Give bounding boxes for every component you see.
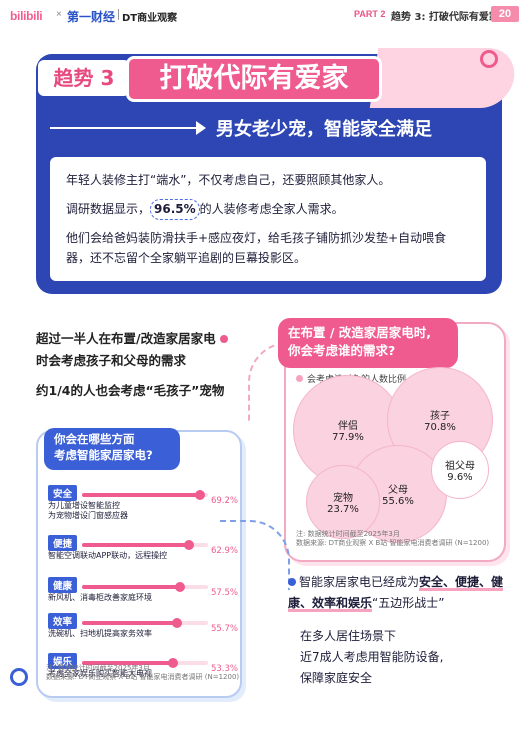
bar-knob — [194, 490, 205, 500]
part-title: 趋势 3: 打破代际有爱家 — [391, 12, 499, 23]
callout-line: 近7成人考虑用智能防设备, — [300, 650, 444, 664]
page-subtitle: 男女老少宠，智能家全满足 — [216, 119, 432, 140]
page-title: 打破代际有爱家 — [126, 56, 382, 102]
top-bar: bilibili × 第一财经 DT商业观察 PART 2 趋势 3: 打破代际… — [0, 0, 531, 30]
bar-category: 安全 — [48, 485, 78, 501]
bubble-3: 宠物 23.7% — [306, 465, 380, 539]
bar-category: 便捷 — [48, 535, 78, 551]
bar-knob — [183, 540, 194, 550]
chart-title-line: 你会考虑谁的需求? — [288, 342, 396, 358]
bilibili-logo: bilibili — [10, 9, 43, 23]
callout-text: “五边形战士” — [372, 596, 445, 610]
chart-title-line: 考虑智能家居家电? — [54, 447, 153, 462]
callout-line-1: 超过一半人在布置/改造家居家电 — [36, 328, 228, 350]
source-line: 数据来源: DT商业观察 X B站 智能家电消费者调研 (N=1200) — [296, 539, 490, 548]
intro-text: 的人装修考虑全家人需求。 — [199, 202, 344, 217]
callout-line: 保障家庭安全 — [300, 671, 373, 685]
page-number: 20 — [491, 6, 519, 22]
bar-item: 效率 洗碗机、扫地机提高家务效率 55.7% — [48, 610, 238, 639]
dot-icon — [219, 335, 228, 343]
legend-dot-icon — [296, 375, 303, 382]
right-callout-2: 在多人居住场景下 近7成人考虑用智能防设备, 保障家庭安全 — [300, 626, 443, 689]
source-line: 数据来源: DT商业观察 X B站 智能家电消费者调研 (N=1200) — [46, 673, 240, 682]
intro-box: 年轻人装修主打“端水”，不仅考虑自己，还要照顾其他家人。 调研数据显示， 96.5… — [50, 157, 486, 281]
bar-description: 为儿童增设智能监控 为宠物增设门窗感应器 — [48, 501, 128, 521]
right-callout: 智能家居家电已经成为安全、便捷、健康、效率和娱乐“五边形战士” — [288, 572, 520, 614]
bar-fill — [82, 621, 177, 625]
intro-paragraph-3: 他们会给爸妈装防滑扶手+感应夜灯，给毛孩子铺防抓沙发垫+自动喂食器，还不忘留个全… — [66, 231, 447, 265]
callout-text: 超过一半人在布置/改造家居家电 — [36, 331, 216, 346]
bar-category: 健康 — [48, 577, 78, 593]
bubble-value: 77.9% — [332, 431, 364, 443]
dashed-connector — [220, 520, 290, 590]
bar-description: 洗碗机、扫地机提高家务效率 — [48, 629, 152, 638]
decorative-ring-icon — [10, 668, 28, 686]
bar-knob — [171, 618, 182, 628]
bar-value: 57.5% — [210, 588, 238, 598]
part-tag: PART 2 — [354, 9, 386, 19]
bubble-label: 伴侣 — [337, 420, 358, 432]
bar-item: 健康 新风机、消毒柜改善家庭环境 57.5% — [48, 574, 238, 603]
bar-item: 娱乐 考虑全家娱乐购买智能大电视 53.3% — [48, 650, 238, 679]
intro-text: 调研数据显示， — [66, 202, 151, 217]
note-line: 注: 数据统计时间截至2025年3月 — [296, 530, 400, 538]
bubble-value: 9.6% — [447, 471, 473, 483]
bubble-label: 父母 — [387, 484, 408, 496]
bar-fill — [82, 543, 189, 547]
bar-knob — [174, 582, 185, 592]
bubble-note: 注: 数据统计时间截至2025年3月 数据来源: DT商业观察 X B站 智能家… — [296, 530, 489, 548]
callout-text: 智能家居家电已经成为 — [299, 575, 420, 589]
dt-logo: DT商业观察 — [122, 13, 178, 24]
bar-fill — [82, 585, 180, 589]
bar-description: 考虑全家娱乐购买智能大电视 — [48, 669, 152, 678]
dot-icon — [288, 578, 296, 586]
bar-item: 便捷 智能空调联动APP联动，远程操控 62.9% — [48, 532, 238, 561]
decorative-ring-icon — [480, 50, 498, 68]
bubble-4: 祖父母 9.6% — [431, 441, 489, 499]
bar-note: 注: 数据统计时间截至2025年3月 数据来源: DT商业观察 X B站 智能家… — [46, 664, 239, 682]
bar-chart-title: 你会在哪些方面 考虑智能家居家电? — [44, 428, 180, 470]
bar-knob — [167, 658, 178, 668]
bar-description: 新风机、消毒柜改善家庭环境 — [48, 593, 152, 602]
callout-line-2: 时会考虑孩子和父母的需求 — [36, 352, 187, 368]
arrow-line — [50, 127, 202, 129]
bar-category: 娱乐 — [48, 653, 78, 669]
highlight-percent: 96.5% — [150, 199, 200, 221]
bubble-chart-title: 在布置 / 改造家居家电时, 你会考虑谁的需求? — [278, 318, 458, 368]
brand-separator: × — [56, 9, 62, 20]
intro-paragraph-2: 调研数据显示， 96.5% 的人装修考虑全家人需求。 — [66, 199, 470, 221]
bubble-value: 55.6% — [382, 495, 414, 507]
bar-item: 安全 为儿童增设智能监控 为宠物增设门窗感应器 69.2% — [48, 482, 238, 522]
highlight-text: 安全、便捷、健康、效率和娱乐 — [288, 575, 504, 610]
bar-category: 效率 — [48, 613, 78, 629]
bubble-label: 祖父母 — [444, 460, 475, 472]
chart-title-line: 在布置 / 改造家居家电时, — [288, 325, 432, 340]
note-line: 注: 数据统计时间截至2025年3月 — [46, 664, 150, 672]
trend-badge: 趋势 3 — [38, 60, 130, 96]
bubble-label: 宠物 — [332, 492, 353, 504]
bar-fill — [82, 493, 200, 497]
callout-line-3: 约1/4的人也会考虑“毛孩子”宠物 — [36, 383, 225, 398]
yicai-logo: 第一财经 — [67, 10, 116, 24]
intro-paragraph-1: 年轻人装修主打“端水”，不仅考虑自己，还要照顾其他家人。 — [66, 173, 391, 187]
callout-line: 在多人居住场景下 — [300, 629, 397, 643]
bubble-value: 70.8% — [424, 421, 456, 433]
bar-fill — [82, 661, 173, 665]
arrow-right-icon — [196, 121, 206, 135]
divider — [118, 9, 119, 20]
bubble-label: 孩子 — [429, 410, 450, 422]
bar-value: 55.7% — [210, 624, 238, 634]
left-callout: 超过一半人在布置/改造家居家电 时会考虑孩子和父母的需求 — [36, 328, 228, 372]
bubble-value: 23.7% — [327, 503, 359, 515]
bar-value: 69.2% — [210, 496, 238, 506]
bar-value: 53.3% — [210, 664, 238, 674]
chart-title-line: 你会在哪些方面 — [54, 432, 135, 446]
bar-description: 智能空调联动APP联动，远程操控 — [48, 551, 168, 560]
